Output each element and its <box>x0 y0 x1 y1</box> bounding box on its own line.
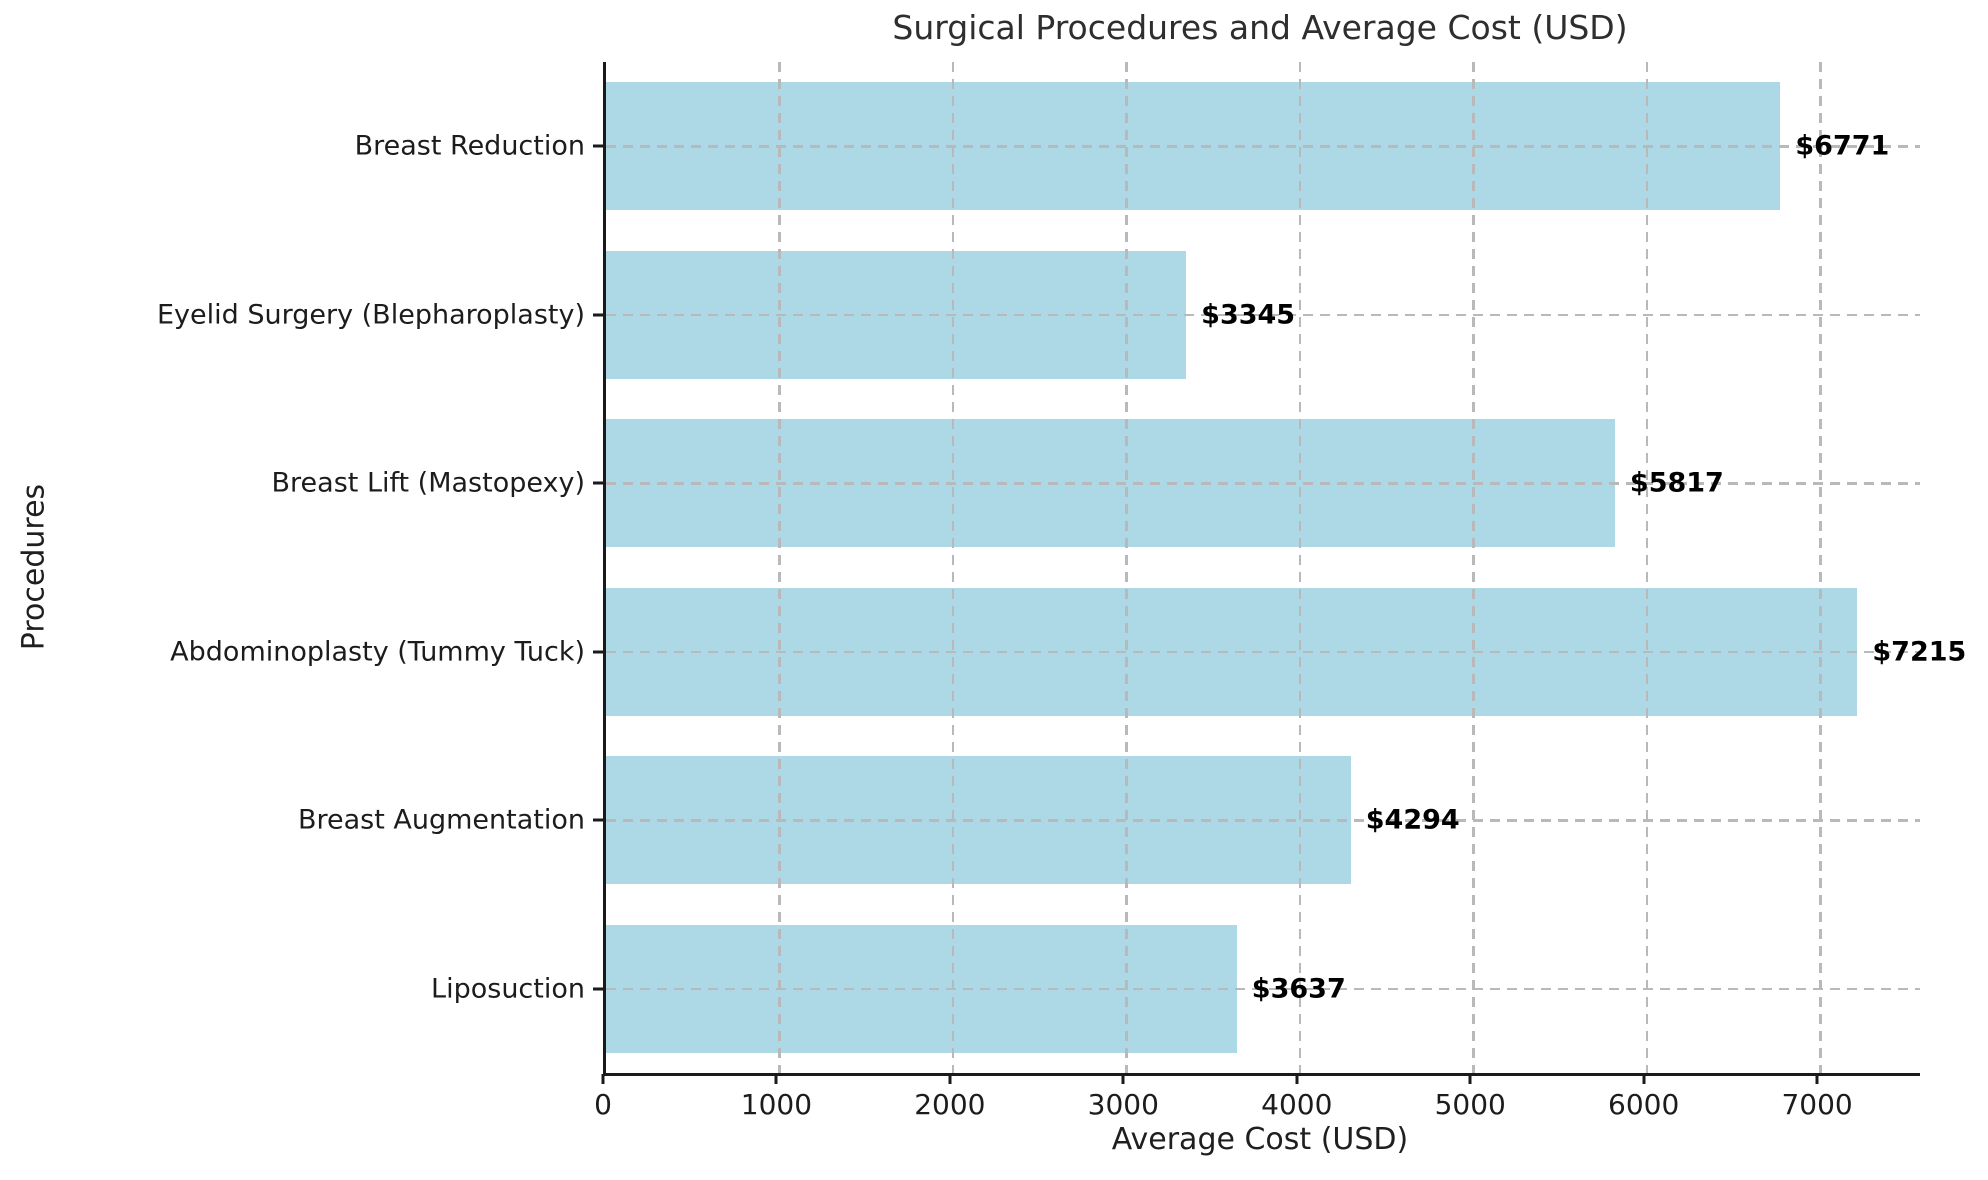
y-tick-mark <box>593 313 603 317</box>
bar-value-label: $7215 <box>1872 636 1967 668</box>
y-tick-label: Breast Lift (Mastopexy) <box>271 467 585 499</box>
x-tick-label: 1000 <box>740 1088 813 1121</box>
horizontal-gridline <box>606 819 1920 822</box>
y-tick-mark <box>593 650 603 654</box>
vertical-gridline <box>1298 62 1302 1073</box>
y-tick-mark <box>593 144 603 148</box>
y-tick-label: Eyelid Surgery (Blepharoplasty) <box>156 299 585 331</box>
vertical-gridline <box>1125 62 1128 1073</box>
x-tick-mark <box>948 1074 952 1084</box>
y-tick-label: Breast Reduction <box>354 130 585 162</box>
x-axis-ticks: 0 1000 2000 3000 4000 5000 6000 7000 <box>594 1074 1917 1124</box>
vertical-gridline <box>778 62 781 1073</box>
vertical-gridline <box>951 62 955 1073</box>
x-axis-title: Average Cost (USD) <box>1111 1122 1409 1157</box>
horizontal-gridline <box>606 650 1920 654</box>
x-tick-mark <box>1295 1074 1299 1084</box>
vertical-gridline <box>1645 62 1649 1073</box>
x-tick-label: 3000 <box>1087 1088 1159 1121</box>
bar-value-label: $3637 <box>1251 973 1346 1005</box>
x-tick-mark <box>601 1074 605 1084</box>
y-tick-mark <box>593 987 603 991</box>
x-tick-mark <box>1815 1074 1819 1084</box>
x-tick-label: 0 <box>594 1088 612 1121</box>
chart-title: Surgical Procedures and Average Cost (US… <box>892 8 1628 47</box>
horizontal-gridline <box>606 482 1920 485</box>
horizontal-gridline <box>606 313 1920 317</box>
x-tick-mark <box>1642 1074 1646 1084</box>
x-tick-label: 6000 <box>1608 1088 1680 1121</box>
vertical-gridline <box>1819 62 1822 1073</box>
bar-value-label: $6771 <box>1795 130 1890 162</box>
x-tick-label: 4000 <box>1261 1088 1333 1121</box>
x-tick-mark <box>1121 1074 1125 1084</box>
bar-value-label: $3345 <box>1201 299 1296 331</box>
x-tick-label: 2000 <box>914 1088 986 1121</box>
y-tick-mark <box>593 481 603 485</box>
horizontal-gridline <box>606 987 1920 991</box>
y-tick-label: Breast Augmentation <box>297 804 585 836</box>
y-tick-mark <box>593 818 603 822</box>
bar-value-label: $5817 <box>1629 467 1724 499</box>
y-axis-tick-labels: Breast Reduction Eyelid Surgery (Blepharo… <box>0 62 603 1073</box>
y-tick-label: Liposuction <box>431 973 585 1005</box>
x-tick-mark <box>774 1074 778 1084</box>
bar-value-label: $4294 <box>1365 804 1460 836</box>
plot-area: $6771 $3345 $5817 $7215 $4294 $3637 <box>603 62 1966 1076</box>
x-tick-mark <box>1468 1074 1472 1084</box>
x-tick-label: 7000 <box>1781 1088 1853 1121</box>
vertical-gridline <box>1472 62 1475 1073</box>
x-tick-label: 5000 <box>1434 1088 1506 1121</box>
horizontal-gridline <box>606 145 1920 148</box>
y-tick-label: Abdominoplasty (Tummy Tuck) <box>170 636 585 668</box>
